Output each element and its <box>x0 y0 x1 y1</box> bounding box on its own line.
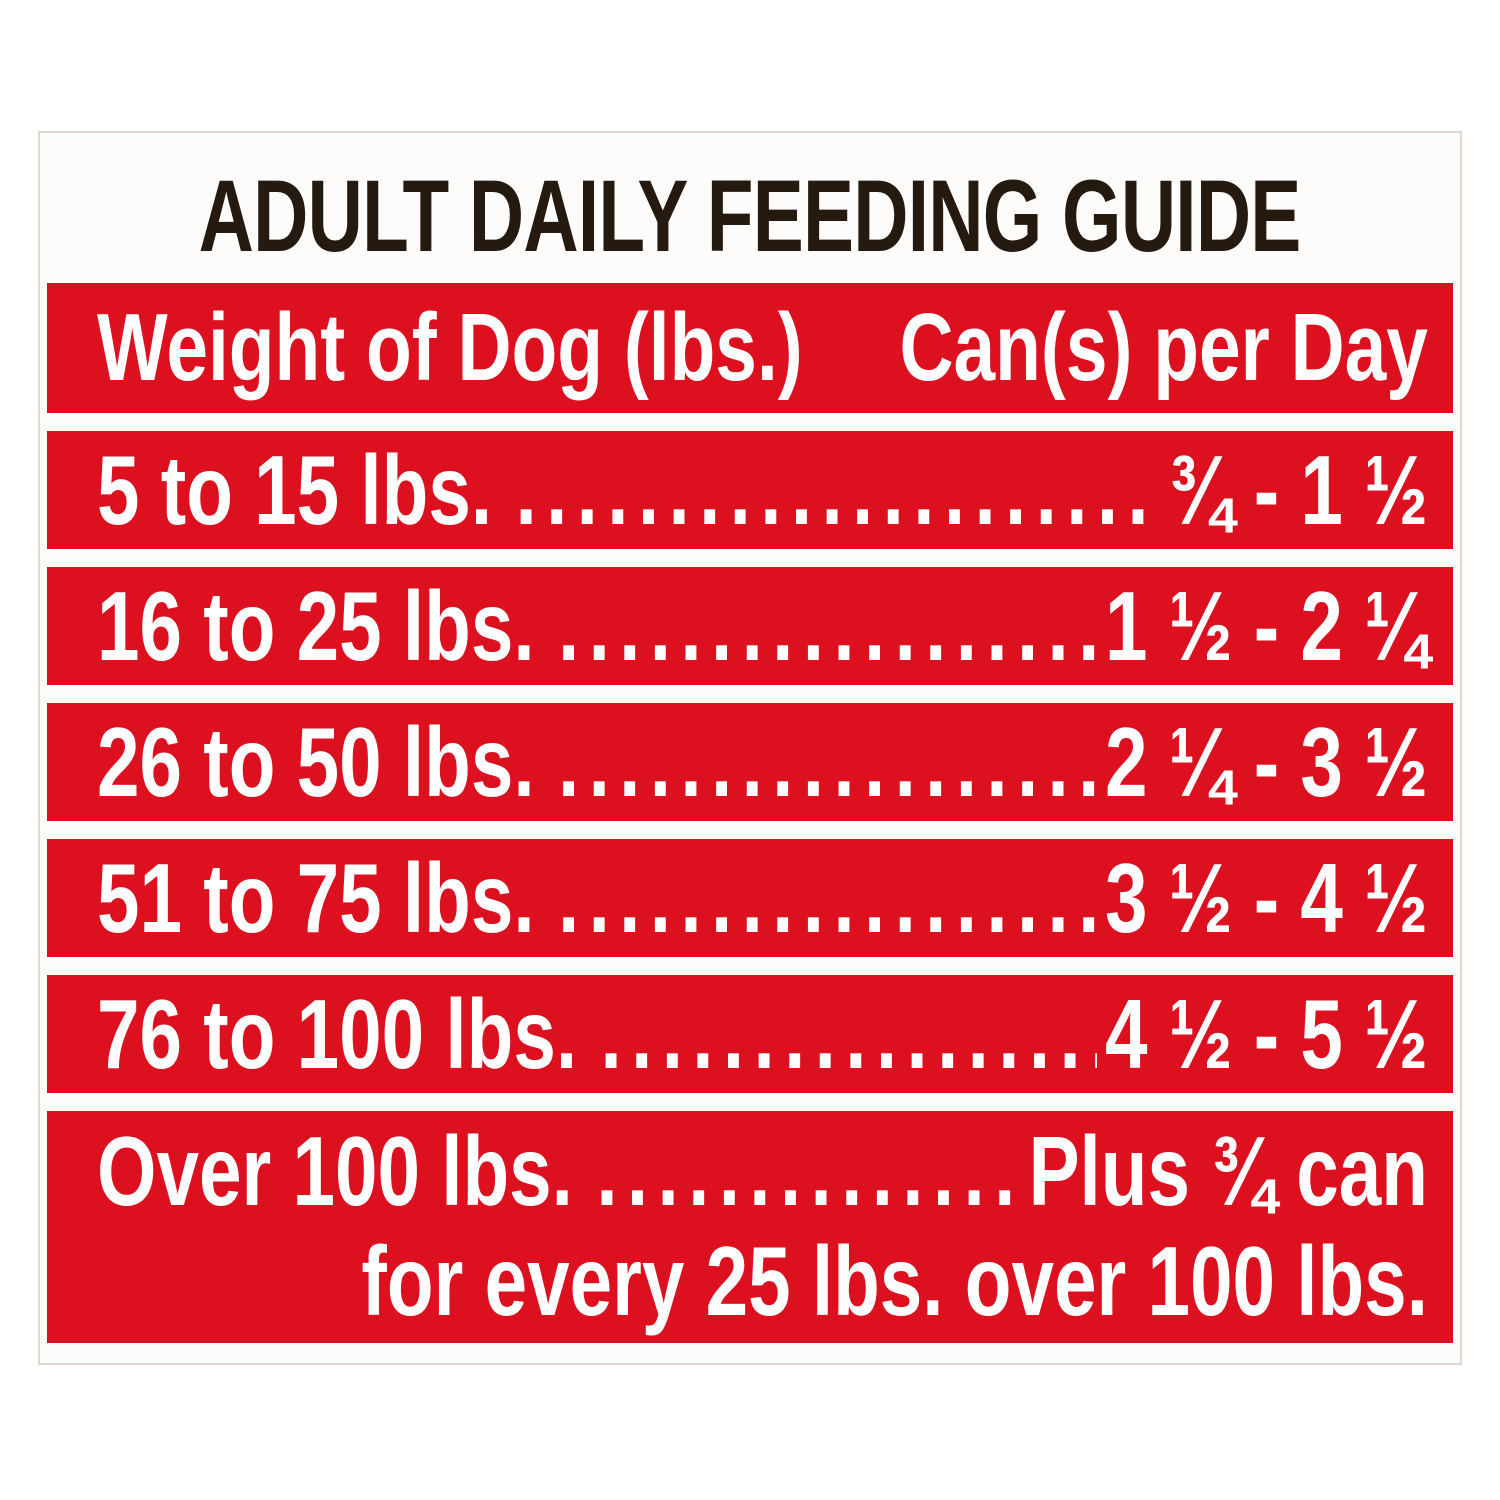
table-row: 76 to 100 lbs. .........................… <box>47 975 1453 1093</box>
table-row: 51 to 75 lbs. ..........................… <box>47 839 1453 957</box>
row-cans-per-day: ¾ - 1 ½ <box>1168 435 1428 545</box>
table-header-row: Weight of Dog (lbs.) Can(s) per Day <box>47 283 1453 413</box>
table-row: 16 to 25 lbs. ..........................… <box>47 567 1453 685</box>
dot-leader: ........................................… <box>557 571 1097 681</box>
row-cans-per-day: 1 ½ - 2 ¼ <box>1105 571 1428 681</box>
dot-leader: ........................................… <box>600 979 1098 1089</box>
header-weight-column-label: Weight of Dog (lbs.) <box>97 294 803 401</box>
feeding-table: Weight of Dog (lbs.) Can(s) per Day 5 to… <box>47 283 1453 1343</box>
dot-leader: ........................................… <box>515 435 1160 545</box>
feeding-guide-label: ADULT DAILY FEEDING GUIDE Weight of Dog … <box>38 131 1462 1365</box>
row-cans-per-day: Plus ¾ can <box>1028 1116 1428 1226</box>
row-weight-range: 51 to 75 lbs. <box>97 843 535 953</box>
row-weight-range: 16 to 25 lbs. <box>97 571 535 681</box>
table-row: 5 to 15 lbs. ...........................… <box>47 431 1453 549</box>
row-cans-continued: for every 25 lbs. over 100 lbs. <box>361 1226 1428 1336</box>
table-row-over-100: Over 100 lbs. ..........................… <box>47 1111 1453 1343</box>
header-cans-column-label: Can(s) per Day <box>899 294 1428 401</box>
row-cans-per-day: 3 ½ - 4 ½ <box>1105 843 1428 953</box>
guide-title-area: ADULT DAILY FEEDING GUIDE <box>40 133 1460 283</box>
row-weight-range: 76 to 100 lbs. <box>97 979 578 1089</box>
guide-title: ADULT DAILY FEEDING GUIDE <box>199 158 1302 273</box>
row-cans-per-day: 2 ¼ - 3 ½ <box>1105 707 1428 817</box>
row-weight-range: Over 100 lbs. <box>97 1116 573 1226</box>
row-weight-range: 5 to 15 lbs. <box>97 435 493 545</box>
dot-leader: ........................................… <box>596 1116 1020 1226</box>
row-weight-range: 26 to 50 lbs. <box>97 707 535 817</box>
dot-leader: ........................................… <box>557 707 1097 817</box>
dot-leader: ........................................… <box>557 843 1097 953</box>
row-cans-per-day: 4 ½ - 5 ½ <box>1105 979 1428 1089</box>
table-row: 26 to 50 lbs. ..........................… <box>47 703 1453 821</box>
